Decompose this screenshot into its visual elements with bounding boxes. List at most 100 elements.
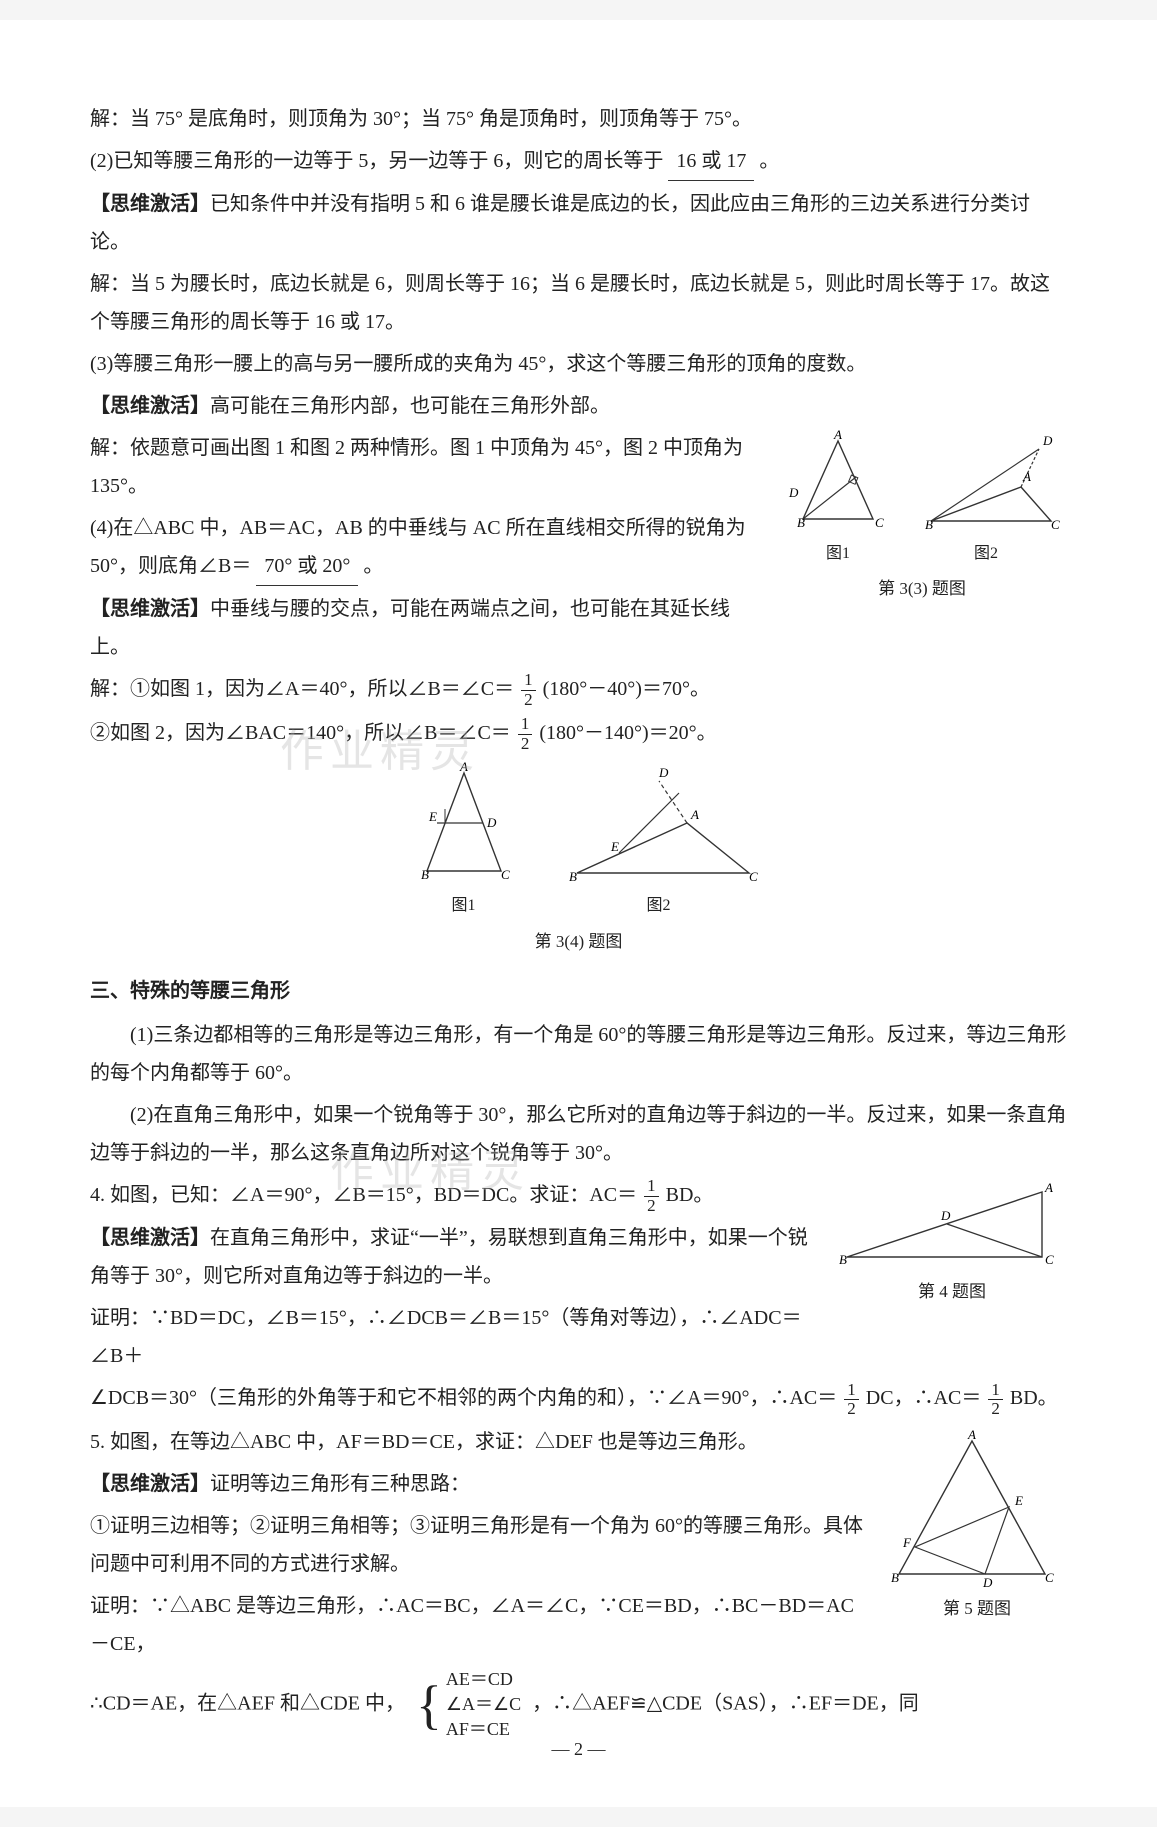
svg-text:D: D — [1042, 433, 1053, 448]
q4-sol1-b: (180°－40°)＝70°。 — [543, 678, 710, 700]
prob4-proof1: 证明：∵BD＝DC，∠B＝15°，∴∠DCB＝∠B＝15°（等角对等边），∴∠A… — [90, 1299, 1067, 1375]
left-brace-icon: { — [416, 1678, 442, 1732]
triangle-icon: A B C D E — [559, 761, 759, 891]
svg-text:A: A — [1044, 1182, 1053, 1195]
svg-text:C: C — [1051, 517, 1060, 532]
prob4-proof2-c: BD。 — [1010, 1387, 1058, 1409]
fraction-half: 12 — [988, 1381, 1003, 1419]
q3-hint-text: 高可能在三角形内部，也可能在三角形外部。 — [210, 395, 610, 417]
sec3-p2: (2)在直角三角形中，如果一个锐角等于 30°，那么它所对的直角边等于斜边的一半… — [90, 1096, 1067, 1172]
svg-text:B: B — [891, 1570, 899, 1585]
svg-text:A: A — [967, 1429, 976, 1442]
q4-blank: 70° 或 20° — [256, 547, 358, 586]
q4-stem-a: (4)在△ABC 中，AB＝AC，AB 的中垂线与 AC 所在直线相交所得的锐角… — [90, 517, 746, 577]
svg-text:A: A — [1022, 469, 1031, 484]
fraction-half: 12 — [644, 1177, 659, 1215]
q2-text: (2)已知等腰三角形的一边等于 5，另一边等于 6，则它的周长等于 16 或 1… — [90, 142, 1067, 181]
fraction-half: 12 — [518, 715, 533, 753]
triangle-icon: A B C D — [837, 1182, 1057, 1272]
p5-caption: 第 5 题图 — [887, 1593, 1067, 1625]
prob4-proof2: ∠DCB＝30°（三角形的外角等于和它不相邻的两个内角的和），∵∠A＝90°，∴… — [90, 1379, 1067, 1419]
svg-text:E: E — [610, 839, 619, 854]
page-number: — 2 — — [0, 1732, 1157, 1766]
section-3-title: 三、特殊的等腰三角形 — [90, 972, 1067, 1010]
prob5-hint-a-text: 证明等边三角形有三种思路： — [210, 1473, 470, 1495]
q3-text: (3)等腰三角形一腰上的高与另一腰所成的夹角为 45°，求这个等腰三角形的顶角的… — [90, 345, 1067, 383]
svg-text:B: B — [421, 867, 429, 882]
svg-text:B: B — [797, 515, 805, 530]
svg-text:D: D — [982, 1575, 993, 1589]
triangle-icon: D A B C — [911, 429, 1061, 539]
svg-text:C: C — [501, 867, 510, 882]
prob4-proof2-a: ∠DCB＝30°（三角形的外角等于和它不相邻的两个内角的和），∵∠A＝90°，∴… — [90, 1387, 837, 1409]
svg-text:C: C — [1045, 1252, 1054, 1267]
triangle-icon: A B C D — [783, 429, 893, 539]
p5-figure: A B C D E F 第 5 题图 — [887, 1429, 1067, 1625]
prob4-b: BD。 — [666, 1184, 714, 1206]
q3-figure-group: A B C D 图1 D A B C 图2 第 — [777, 429, 1067, 606]
q4-fig1: A B C D E 图1 — [399, 761, 529, 921]
hint-tag: 【思维激活】 — [90, 1473, 210, 1495]
q2-blank: 16 或 17 — [668, 142, 754, 181]
svg-text:C: C — [749, 869, 758, 884]
p4-figure: A B C D 第 4 题图 — [837, 1182, 1067, 1308]
prob4-a: 4. 如图，已知：∠A＝90°，∠B＝15°，BD＝DC。求证：AC＝ — [90, 1184, 637, 1206]
q4-sol2-b: (180°－140°)＝20°。 — [539, 722, 716, 744]
q4-sol1: 解：①如图 1，因为∠A＝40°，所以∠B＝∠C＝ 12 (180°－40°)＝… — [90, 670, 1067, 710]
brace-system: { AE＝CD ∠A＝∠C AF＝CE — [416, 1667, 521, 1743]
hint-tag: 【思维激活】 — [90, 1227, 210, 1249]
brace-row-2: ∠A＝∠C — [446, 1692, 521, 1717]
svg-text:C: C — [1045, 1570, 1054, 1585]
q2-hint: 【思维激活】已知条件中并没有指明 5 和 6 谁是腰长谁是底边的长，因此应由三角… — [90, 185, 1067, 261]
q4-caption: 第 3(4) 题图 — [90, 926, 1067, 958]
svg-text:D: D — [658, 765, 669, 780]
q3-hint: 【思维激活】高可能在三角形内部，也可能在三角形外部。 — [90, 387, 1067, 425]
q2-hint-text: 已知条件中并没有指明 5 和 6 谁是腰长谁是底边的长，因此应由三角形的三边关系… — [90, 193, 1030, 253]
sec3-p1: (1)三条边都相等的三角形是等边三角形，有一个角是 60°的等腰三角形是等边三角… — [90, 1016, 1067, 1092]
svg-text:B: B — [925, 517, 933, 532]
q4-stem-b: 。 — [363, 555, 383, 577]
brace-content: AE＝CD ∠A＝∠C AF＝CE — [446, 1667, 521, 1743]
fraction-half: 12 — [521, 671, 536, 709]
triangle-icon: A B C D E F — [887, 1429, 1057, 1589]
fraction-half: 12 — [844, 1381, 859, 1419]
hint-tag: 【思维激活】 — [90, 395, 210, 417]
q4-sol1-a: 解：①如图 1，因为∠A＝40°，所以∠B＝∠C＝ — [90, 678, 514, 700]
q2-solution: 解：当 5 为腰长时，底边长就是 6，则周长等于 16；当 6 是腰长时，底边长… — [90, 265, 1067, 341]
svg-text:E: E — [1014, 1493, 1023, 1508]
prob4-proof2-b: DC，∴AC＝ — [866, 1387, 982, 1409]
hint-tag: 【思维激活】 — [90, 598, 210, 620]
q4-fig1-label: 图1 — [399, 891, 529, 921]
svg-text:F: F — [902, 1535, 912, 1550]
q2-end: 。 — [759, 150, 779, 172]
q3-caption: 第 3(3) 题图 — [777, 573, 1067, 605]
svg-text:D: D — [940, 1208, 951, 1223]
q4-fig2: A B C D E 图2 — [559, 761, 759, 921]
q4-fig2-label: 图2 — [559, 891, 759, 921]
prob5-proof2: ∴CD＝AE，在△AEF 和△CDE 中， { AE＝CD ∠A＝∠C AF＝C… — [90, 1667, 1067, 1743]
svg-text:A: A — [690, 807, 699, 822]
triangle-icon: A B C D E — [399, 761, 529, 891]
q4-figure-group: A B C D E 图1 A B C D E 图2 — [90, 761, 1067, 921]
svg-text:B: B — [839, 1252, 847, 1267]
svg-text:C: C — [875, 515, 884, 530]
q3-fig2-label: 图2 — [911, 539, 1061, 569]
q2-stem: (2)已知等腰三角形的一边等于 5，另一边等于 6，则它的周长等于 — [90, 150, 663, 172]
q4-sol2-a: ②如图 2，因为∠BAC＝140°，所以∠B＝∠C＝ — [90, 722, 511, 744]
q4-sol2: ②如图 2，因为∠BAC＝140°，所以∠B＝∠C＝ 12 (180°－140°… — [90, 714, 1067, 754]
prob5-proof2-a: ∴CD＝AE，在△AEF 和△CDE 中， — [90, 1692, 405, 1714]
hint-tag: 【思维激活】 — [90, 193, 210, 215]
page: 作业精灵 作业精灵 解：当 75° 是底角时，则顶角为 30°；当 75° 角是… — [0, 20, 1157, 1807]
svg-text:A: A — [459, 761, 468, 774]
svg-text:A: A — [833, 429, 842, 442]
svg-text:D: D — [486, 815, 497, 830]
svg-text:E: E — [428, 809, 437, 824]
q3-fig1: A B C D 图1 — [783, 429, 893, 569]
prob5-proof2-b: ，∴△AEF≌△CDE（SAS），∴EF＝DE，同 — [532, 1692, 919, 1714]
svg-text:B: B — [569, 869, 577, 884]
q1-solution: 解：当 75° 是底角时，则顶角为 30°；当 75° 角是顶角时，则顶角等于 … — [90, 100, 1067, 138]
q3-fig2: D A B C 图2 — [911, 429, 1061, 569]
q3-fig1-label: 图1 — [783, 539, 893, 569]
p4-caption: 第 4 题图 — [837, 1276, 1067, 1308]
brace-row-1: AE＝CD — [446, 1667, 521, 1692]
